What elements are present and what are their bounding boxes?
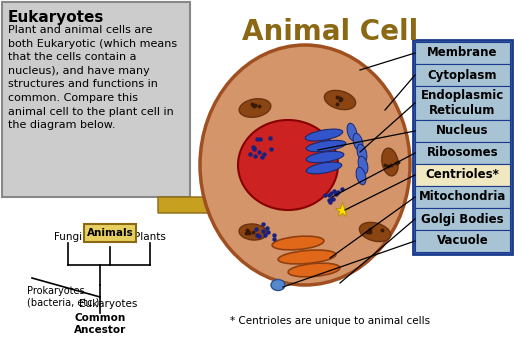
Ellipse shape bbox=[305, 129, 343, 141]
FancyBboxPatch shape bbox=[415, 230, 510, 252]
Text: Animal Cell: Animal Cell bbox=[242, 18, 418, 46]
Ellipse shape bbox=[278, 250, 336, 264]
Text: Membrane: Membrane bbox=[427, 46, 498, 60]
Text: Animals: Animals bbox=[87, 228, 133, 238]
Text: Eukaryotes: Eukaryotes bbox=[8, 10, 104, 25]
Ellipse shape bbox=[359, 222, 391, 241]
Ellipse shape bbox=[238, 120, 338, 210]
Ellipse shape bbox=[353, 133, 363, 151]
Text: Prokaryotes
(bacteria, etc.): Prokaryotes (bacteria, etc.) bbox=[27, 286, 99, 308]
Text: Centrioles*: Centrioles* bbox=[426, 169, 500, 182]
Text: Plants: Plants bbox=[134, 232, 166, 242]
Polygon shape bbox=[158, 189, 248, 221]
Ellipse shape bbox=[382, 148, 398, 176]
Text: Cytoplasm: Cytoplasm bbox=[428, 68, 497, 82]
Text: Vacuole: Vacuole bbox=[436, 235, 488, 247]
Ellipse shape bbox=[200, 45, 410, 285]
Ellipse shape bbox=[358, 156, 368, 174]
Ellipse shape bbox=[272, 236, 324, 250]
FancyBboxPatch shape bbox=[415, 64, 510, 86]
FancyBboxPatch shape bbox=[84, 224, 136, 242]
Ellipse shape bbox=[306, 140, 346, 152]
FancyBboxPatch shape bbox=[2, 2, 190, 197]
FancyBboxPatch shape bbox=[415, 86, 510, 120]
Ellipse shape bbox=[239, 99, 271, 117]
Text: Fungi: Fungi bbox=[54, 232, 82, 242]
Text: Plant and animal cells are
both Eukaryotic (which means
that the cells contain a: Plant and animal cells are both Eukaryot… bbox=[8, 25, 177, 130]
Ellipse shape bbox=[288, 263, 340, 277]
Text: Nucleus: Nucleus bbox=[436, 125, 489, 138]
FancyBboxPatch shape bbox=[415, 142, 510, 164]
Ellipse shape bbox=[271, 279, 285, 290]
Ellipse shape bbox=[324, 90, 356, 110]
FancyBboxPatch shape bbox=[415, 164, 510, 186]
Text: Golgi Bodies: Golgi Bodies bbox=[421, 213, 504, 226]
Ellipse shape bbox=[347, 123, 357, 141]
Text: Eukaryotes: Eukaryotes bbox=[79, 299, 137, 309]
Text: Mitochondria: Mitochondria bbox=[419, 191, 506, 204]
Ellipse shape bbox=[357, 144, 367, 162]
FancyBboxPatch shape bbox=[415, 42, 510, 64]
Text: Endoplasmic
Reticulum: Endoplasmic Reticulum bbox=[421, 89, 504, 117]
Ellipse shape bbox=[306, 162, 342, 174]
FancyBboxPatch shape bbox=[415, 186, 510, 208]
Text: Ribosomes: Ribosomes bbox=[427, 147, 498, 160]
Text: Common
Ancestor: Common Ancestor bbox=[74, 313, 126, 335]
FancyBboxPatch shape bbox=[415, 208, 510, 230]
Ellipse shape bbox=[306, 151, 344, 163]
Ellipse shape bbox=[239, 224, 267, 240]
Text: * Centrioles are unique to animal cells: * Centrioles are unique to animal cells bbox=[230, 316, 430, 326]
FancyBboxPatch shape bbox=[415, 120, 510, 142]
Ellipse shape bbox=[356, 167, 366, 185]
